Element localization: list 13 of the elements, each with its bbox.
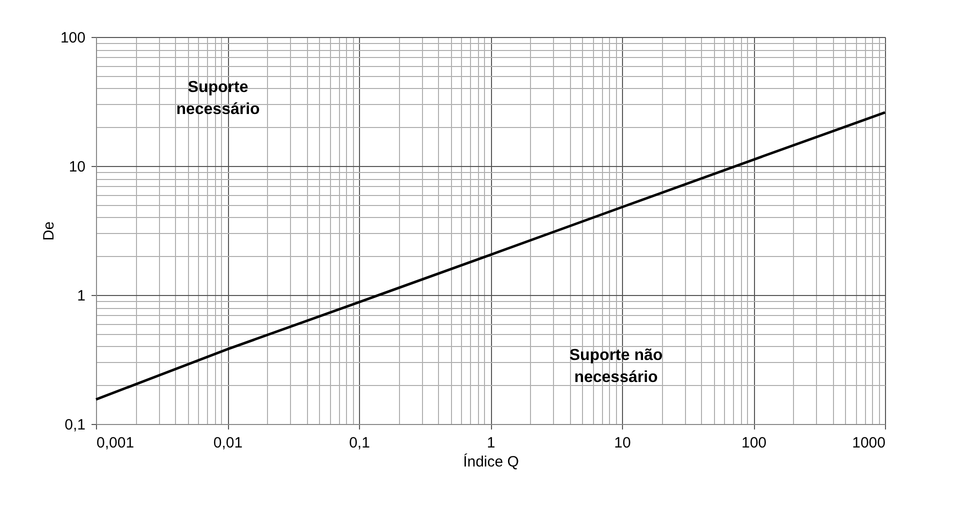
x-tick-label: 100 (741, 434, 767, 452)
x-tick-label: 0,01 (213, 434, 243, 452)
x-tick-label: 1000 (852, 434, 886, 452)
x-tick-label: 10 (614, 434, 631, 452)
y-tick-label: 100 (60, 30, 86, 46)
y-tick-label: 0,1 (64, 416, 86, 434)
x-tick-label: 0,1 (349, 434, 370, 452)
y-axis-title: De (40, 221, 58, 241)
x-tick-label: 1 (486, 434, 496, 452)
y-tick-label: 10 (68, 158, 86, 176)
x-axis-title: Índice Q (463, 452, 519, 470)
x-tick-label: 0,001 (96, 434, 134, 452)
y-tick-label: 1 (77, 288, 86, 304)
